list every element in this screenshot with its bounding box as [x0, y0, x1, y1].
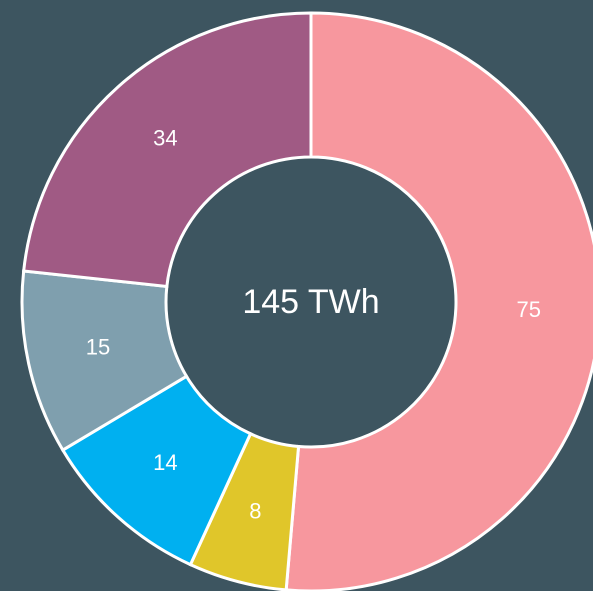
data-label: 8 [249, 499, 261, 524]
center-label: 145 TWh [242, 283, 379, 321]
data-label: 75 [517, 297, 541, 322]
slices [20, 11, 593, 591]
data-label: 15 [86, 334, 110, 359]
data-label: 14 [153, 450, 177, 475]
slice [284, 11, 593, 591]
slice [22, 11, 313, 289]
data-label: 34 [153, 126, 177, 151]
